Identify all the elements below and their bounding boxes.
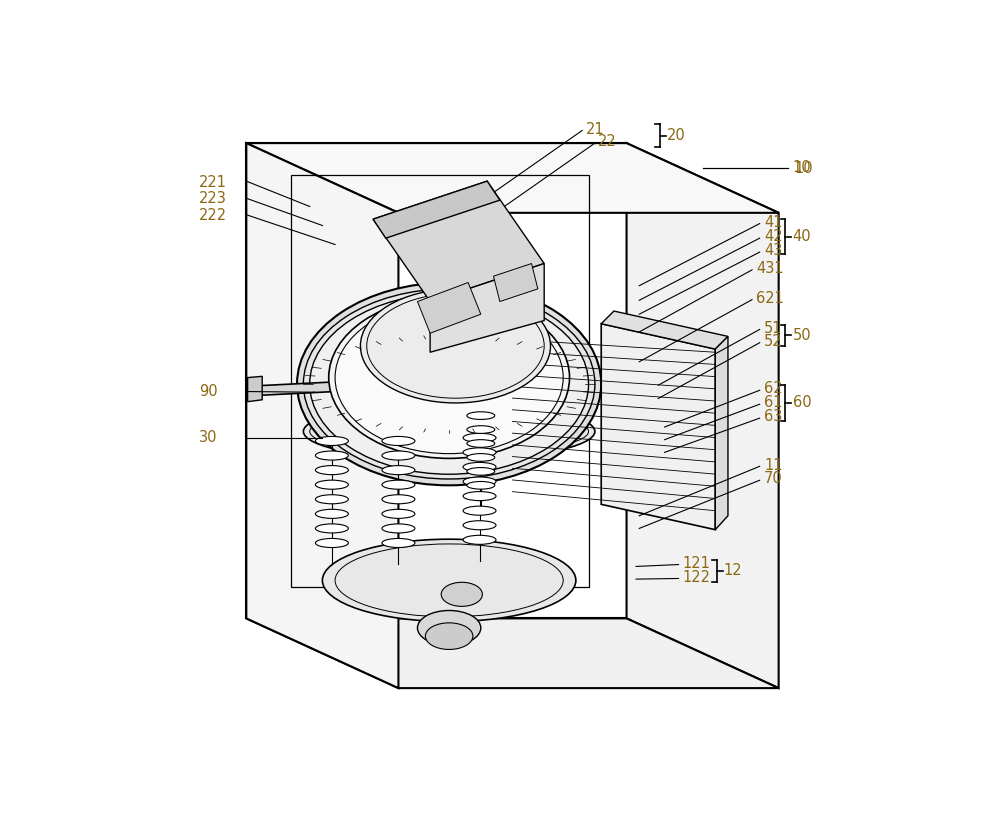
Ellipse shape: [382, 436, 415, 445]
Ellipse shape: [315, 451, 348, 460]
Ellipse shape: [382, 466, 415, 475]
Text: 42: 42: [764, 230, 783, 244]
Ellipse shape: [467, 481, 495, 489]
Text: 51: 51: [764, 321, 783, 336]
Ellipse shape: [382, 480, 415, 489]
Ellipse shape: [382, 538, 415, 547]
Polygon shape: [246, 143, 779, 213]
Ellipse shape: [467, 467, 495, 475]
Ellipse shape: [315, 466, 348, 475]
Ellipse shape: [417, 611, 481, 645]
Ellipse shape: [315, 480, 348, 489]
Ellipse shape: [335, 301, 563, 453]
Ellipse shape: [315, 538, 348, 547]
Text: 70: 70: [764, 472, 783, 486]
Ellipse shape: [467, 412, 495, 420]
Ellipse shape: [463, 506, 496, 515]
Polygon shape: [246, 143, 398, 688]
Ellipse shape: [463, 448, 496, 457]
Polygon shape: [248, 376, 262, 402]
Ellipse shape: [441, 583, 482, 607]
Ellipse shape: [297, 282, 601, 486]
Ellipse shape: [310, 294, 589, 474]
Ellipse shape: [303, 289, 595, 479]
Text: 41: 41: [764, 215, 783, 230]
Text: 90: 90: [199, 384, 217, 399]
Text: 60: 60: [793, 395, 811, 411]
Polygon shape: [373, 181, 544, 301]
Ellipse shape: [329, 297, 570, 458]
Ellipse shape: [382, 495, 415, 504]
Text: 222: 222: [199, 208, 227, 223]
Text: 20: 20: [667, 128, 686, 143]
Ellipse shape: [322, 539, 576, 621]
Text: 43: 43: [764, 244, 782, 258]
Ellipse shape: [425, 623, 473, 649]
Text: 21: 21: [585, 122, 604, 137]
Polygon shape: [601, 311, 728, 349]
Text: 431: 431: [756, 261, 784, 276]
Ellipse shape: [315, 495, 348, 504]
Text: 121: 121: [682, 556, 710, 571]
Text: 223: 223: [199, 192, 227, 207]
Text: 221: 221: [199, 175, 227, 190]
Text: 22: 22: [598, 134, 617, 149]
Polygon shape: [601, 323, 715, 530]
Ellipse shape: [315, 509, 348, 518]
Text: 61: 61: [764, 395, 783, 411]
Ellipse shape: [315, 524, 348, 533]
Text: 63: 63: [764, 409, 782, 425]
Text: 40: 40: [793, 229, 811, 244]
Polygon shape: [493, 263, 538, 301]
Ellipse shape: [463, 433, 496, 442]
Text: 12: 12: [724, 564, 742, 579]
Text: 52: 52: [764, 334, 783, 349]
Ellipse shape: [463, 521, 496, 530]
Ellipse shape: [467, 453, 495, 461]
Text: 11: 11: [764, 458, 783, 472]
Ellipse shape: [382, 524, 415, 533]
Ellipse shape: [360, 289, 551, 403]
Polygon shape: [715, 337, 728, 530]
Ellipse shape: [303, 403, 595, 460]
Text: 10: 10: [793, 160, 811, 174]
Ellipse shape: [382, 451, 415, 460]
Text: 50: 50: [793, 328, 811, 342]
Text: 122: 122: [682, 570, 710, 584]
Text: 10: 10: [795, 161, 813, 176]
Polygon shape: [627, 143, 779, 688]
Text: 621: 621: [756, 291, 784, 306]
Ellipse shape: [315, 436, 348, 445]
Text: 62: 62: [764, 382, 783, 397]
Polygon shape: [246, 618, 779, 688]
Ellipse shape: [463, 491, 496, 500]
Ellipse shape: [463, 535, 496, 544]
Ellipse shape: [467, 439, 495, 448]
Ellipse shape: [467, 425, 495, 434]
Polygon shape: [256, 382, 335, 395]
Polygon shape: [417, 282, 481, 333]
Ellipse shape: [382, 509, 415, 518]
Text: 30: 30: [199, 430, 217, 445]
Polygon shape: [430, 263, 544, 352]
Ellipse shape: [463, 477, 496, 486]
Polygon shape: [373, 181, 500, 238]
Ellipse shape: [463, 463, 496, 472]
